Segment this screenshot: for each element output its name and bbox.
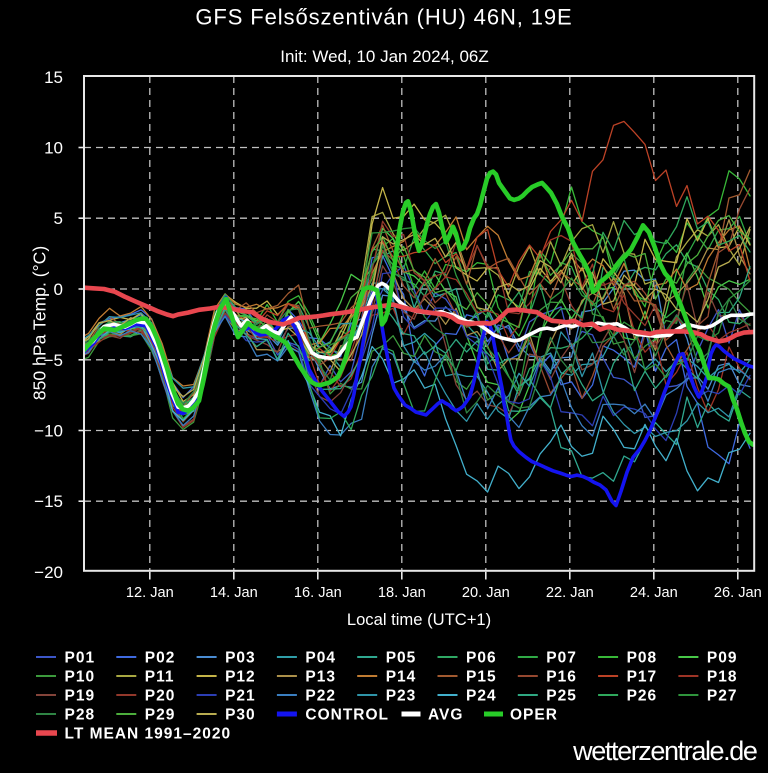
svg-text:P08: P08	[627, 650, 658, 667]
svg-text:P28: P28	[65, 707, 96, 724]
svg-text:Local time (UTC+1): Local time (UTC+1)	[347, 610, 491, 629]
svg-text:P12: P12	[225, 669, 256, 686]
svg-text:5: 5	[54, 209, 63, 228]
svg-text:14. Jan: 14. Jan	[210, 585, 258, 601]
svg-text:P03: P03	[225, 650, 256, 667]
svg-text:P18: P18	[707, 669, 738, 686]
svg-text:P07: P07	[546, 650, 577, 667]
svg-text:P06: P06	[466, 650, 497, 667]
svg-text:P16: P16	[546, 669, 577, 686]
svg-text:−15: −15	[34, 492, 63, 511]
svg-text:P24: P24	[466, 688, 497, 705]
svg-text:P23: P23	[386, 688, 417, 705]
svg-text:P20: P20	[145, 688, 176, 705]
svg-text:P27: P27	[707, 688, 738, 705]
svg-text:P19: P19	[65, 688, 96, 705]
svg-text:P14: P14	[386, 669, 417, 686]
svg-text:0: 0	[54, 280, 63, 299]
svg-text:P10: P10	[65, 669, 96, 686]
svg-text:−10: −10	[34, 422, 63, 441]
svg-text:P25: P25	[546, 688, 577, 705]
svg-text:22. Jan: 22. Jan	[546, 585, 594, 601]
svg-text:−5: −5	[44, 351, 63, 370]
svg-text:P29: P29	[145, 707, 176, 724]
svg-text:10: 10	[44, 139, 63, 158]
svg-text:P21: P21	[225, 688, 256, 705]
svg-text:18. Jan: 18. Jan	[378, 585, 426, 601]
svg-text:P04: P04	[305, 650, 336, 667]
svg-text:GFS Felsőszentiván (HU) 46N, 1: GFS Felsőszentiván (HU) 46N, 19E	[195, 5, 572, 30]
svg-text:−20: −20	[34, 563, 63, 582]
svg-text:wetterzentrale.de: wetterzentrale.de	[572, 736, 757, 766]
svg-text:26. Jan: 26. Jan	[714, 585, 762, 601]
svg-text:Init: Wed, 10 Jan 2024, 06Z: Init: Wed, 10 Jan 2024, 06Z	[280, 47, 489, 66]
svg-text:AVG: AVG	[428, 707, 463, 724]
svg-text:P01: P01	[65, 650, 96, 667]
svg-text:P13: P13	[305, 669, 336, 686]
svg-text:P30: P30	[225, 707, 256, 724]
svg-text:CONTROL: CONTROL	[305, 707, 389, 724]
svg-text:16. Jan: 16. Jan	[294, 585, 342, 601]
svg-text:OPER: OPER	[510, 707, 558, 724]
svg-text:LT MEAN 1991–2020: LT MEAN 1991–2020	[65, 726, 232, 743]
svg-text:24. Jan: 24. Jan	[630, 585, 678, 601]
svg-text:P26: P26	[627, 688, 658, 705]
svg-text:P15: P15	[466, 669, 497, 686]
svg-text:P09: P09	[707, 650, 738, 667]
svg-text:12. Jan: 12. Jan	[126, 585, 174, 601]
svg-text:P05: P05	[386, 650, 417, 667]
svg-text:P17: P17	[627, 669, 658, 686]
svg-text:P02: P02	[145, 650, 176, 667]
svg-text:P11: P11	[145, 669, 175, 686]
svg-text:15: 15	[44, 68, 63, 87]
svg-text:P22: P22	[305, 688, 336, 705]
svg-text:20. Jan: 20. Jan	[462, 585, 510, 601]
svg-text:850 hPa Temp. (°C): 850 hPa Temp. (°C)	[30, 246, 50, 400]
